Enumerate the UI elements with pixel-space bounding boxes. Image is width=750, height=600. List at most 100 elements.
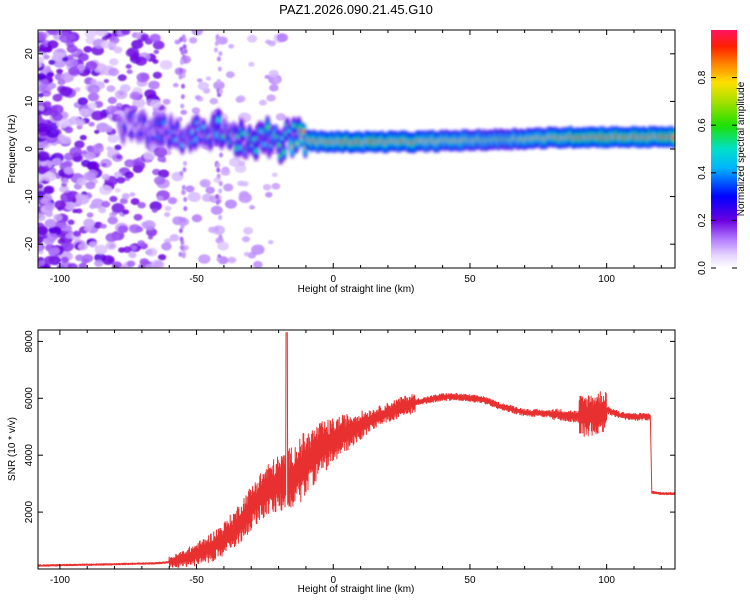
ridge-core bbox=[672, 135, 675, 140]
noise-blob bbox=[53, 213, 63, 221]
ridge-core bbox=[208, 140, 213, 146]
noise-blob bbox=[157, 254, 167, 261]
noise-blob bbox=[216, 78, 221, 84]
noise-blob bbox=[152, 71, 162, 79]
noise-blob bbox=[181, 73, 186, 79]
noise-blob bbox=[60, 241, 74, 252]
noise-blob bbox=[47, 40, 59, 49]
noise-blob bbox=[105, 241, 117, 250]
noise-blob bbox=[44, 255, 56, 265]
ridge-core bbox=[241, 131, 246, 136]
noise-blob bbox=[241, 236, 251, 243]
noise-blob bbox=[199, 179, 211, 188]
noise-blob bbox=[209, 97, 219, 105]
noise-blob bbox=[142, 220, 156, 231]
noise-blob bbox=[224, 199, 237, 209]
noise-blob bbox=[59, 86, 73, 97]
ridge-core bbox=[265, 124, 270, 131]
noise-blob bbox=[216, 162, 221, 168]
noise-blob bbox=[62, 224, 73, 233]
noise-blob bbox=[215, 34, 220, 40]
noise-blob bbox=[216, 56, 221, 62]
noise-blob bbox=[249, 205, 255, 210]
noise-blob bbox=[196, 78, 203, 83]
noise-blob bbox=[106, 146, 112, 151]
noise-blob bbox=[119, 84, 131, 93]
noise-blob bbox=[116, 154, 123, 160]
noise-blob bbox=[136, 157, 144, 163]
noise-blob bbox=[38, 73, 46, 81]
snr-ylabel: SNR (10 * v/v) bbox=[7, 417, 18, 481]
noise-blob bbox=[128, 251, 137, 259]
noise-blob bbox=[86, 145, 95, 152]
noise-blob bbox=[66, 44, 78, 54]
noise-blob bbox=[191, 214, 203, 223]
noise-blob bbox=[179, 59, 184, 65]
noise-blob bbox=[238, 160, 246, 167]
noise-blob bbox=[213, 47, 218, 53]
spectrogram-image bbox=[38, 30, 675, 268]
noise-blob bbox=[158, 105, 165, 111]
noise-blob bbox=[215, 199, 220, 205]
noise-blob bbox=[268, 69, 279, 78]
noise-blob bbox=[181, 253, 186, 259]
noise-blob bbox=[76, 63, 86, 71]
noise-blob bbox=[124, 171, 134, 179]
noise-blob bbox=[258, 99, 267, 106]
noise-blob bbox=[106, 114, 113, 119]
colorbar-tick-label: 0.8 bbox=[697, 70, 708, 84]
y-tick-label: 6000 bbox=[24, 387, 35, 410]
noise-blob bbox=[140, 33, 150, 41]
x-tick-label: -50 bbox=[189, 575, 204, 586]
noise-blob bbox=[43, 101, 52, 108]
noise-blob bbox=[243, 252, 250, 257]
noise-blob bbox=[94, 244, 108, 255]
noise-blob bbox=[63, 160, 73, 168]
noise-blob bbox=[77, 53, 89, 62]
noise-blob bbox=[126, 260, 136, 268]
noise-blob bbox=[243, 227, 254, 235]
noise-blob bbox=[38, 213, 46, 222]
noise-blob bbox=[271, 182, 281, 190]
noise-blob bbox=[68, 66, 80, 76]
noise-blob bbox=[275, 113, 286, 121]
x-tick-label: -100 bbox=[50, 274, 70, 285]
noise-blob bbox=[81, 159, 91, 168]
noise-blob bbox=[215, 194, 220, 200]
noise-blob bbox=[124, 159, 135, 168]
noise-blob bbox=[144, 89, 157, 99]
signal-ridge bbox=[117, 106, 675, 165]
noise-blob bbox=[52, 93, 63, 102]
noise-blob bbox=[178, 251, 183, 257]
noise-blob bbox=[227, 256, 237, 264]
x-tick-label: 50 bbox=[464, 274, 476, 285]
noise-blob bbox=[218, 234, 223, 240]
noise-blob bbox=[38, 166, 48, 175]
noise-blob bbox=[265, 191, 273, 198]
spectrogram-ylabel: Frequency (Hz) bbox=[7, 115, 18, 184]
noise-blob bbox=[84, 30, 97, 39]
noise-blob bbox=[54, 200, 67, 210]
noise-blob bbox=[205, 76, 212, 81]
noise-blob bbox=[87, 92, 100, 102]
noise-blob bbox=[107, 216, 118, 225]
noise-blob bbox=[218, 181, 223, 187]
noise-blob bbox=[149, 201, 162, 211]
noise-blob bbox=[147, 235, 154, 240]
noise-blob bbox=[100, 158, 112, 168]
noise-blob bbox=[180, 94, 185, 100]
noise-blob bbox=[88, 241, 97, 248]
noise-blob bbox=[223, 183, 234, 192]
noise-blob bbox=[179, 245, 184, 251]
ridge-core bbox=[175, 123, 180, 128]
noise-blob bbox=[66, 54, 74, 60]
noise-blob bbox=[67, 219, 75, 225]
noise-blob bbox=[44, 218, 57, 228]
x-tick-label: 50 bbox=[464, 575, 476, 586]
noise-blob bbox=[151, 208, 158, 213]
ridge-core bbox=[237, 145, 242, 151]
noise-blob bbox=[62, 56, 69, 62]
ridge-core bbox=[122, 124, 127, 131]
noise-blob bbox=[210, 205, 223, 215]
